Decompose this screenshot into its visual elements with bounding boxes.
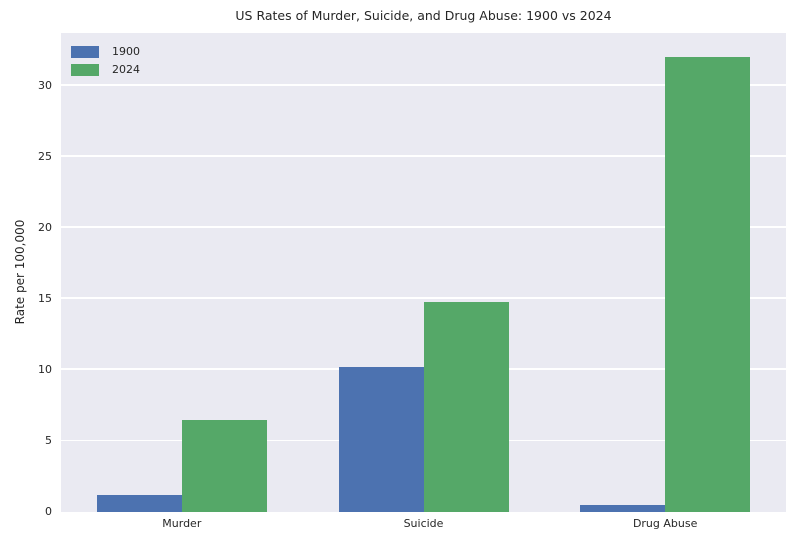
bar-1900-murder (96, 494, 182, 512)
gridline-25 (61, 155, 786, 157)
gridline-30 (61, 84, 786, 86)
legend-item-2024: 2024 (71, 64, 140, 76)
legend-item-1900: 1900 (71, 46, 140, 58)
y-axis-label: Rate per 100,000 (13, 219, 27, 325)
legend: 1900 2024 (71, 46, 140, 82)
bar-2024-murder (181, 419, 267, 512)
y-tick-label-20: 20 (38, 220, 52, 234)
x-tick-label-suicide: Suicide (403, 517, 444, 530)
bar-1900-suicide (338, 367, 424, 512)
y-tick-label-25: 25 (38, 149, 52, 163)
x-tick-label-murder: Murder (162, 517, 202, 530)
gridline-15 (61, 297, 786, 299)
plot-area: 1900 2024 (61, 33, 786, 512)
y-tick-label-15: 15 (38, 291, 52, 305)
legend-swatch-1900 (71, 46, 99, 58)
y-tick-label-30: 30 (38, 78, 52, 92)
bar-2024-suicide (423, 301, 509, 512)
gridline-20 (61, 226, 786, 228)
y-tick-label-5: 5 (45, 433, 52, 447)
bar-1900-drug-abuse (580, 504, 666, 512)
legend-swatch-2024 (71, 64, 99, 76)
y-tick-label-10: 10 (38, 362, 52, 376)
x-tick-label-drug-abuse: Drug Abuse (632, 517, 698, 530)
bar-2024-drug-abuse (665, 57, 751, 512)
legend-label-1900: 1900 (112, 45, 140, 58)
y-tick-label-0: 0 (45, 505, 52, 518)
legend-label-2024: 2024 (112, 63, 140, 76)
chart-title: US Rates of Murder, Suicide, and Drug Ab… (235, 8, 612, 23)
